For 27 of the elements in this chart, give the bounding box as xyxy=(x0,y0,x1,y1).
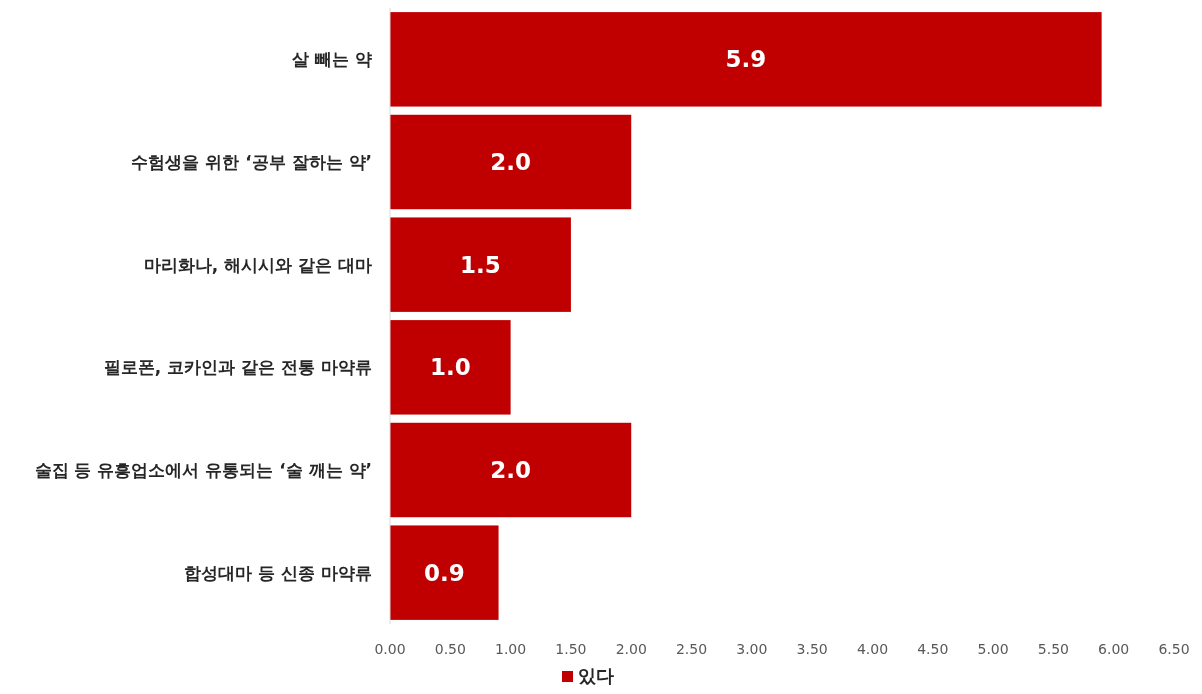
data-label: 2.0 xyxy=(490,149,531,175)
x-tick-label: 1.00 xyxy=(495,641,527,657)
x-tick-label: 3.50 xyxy=(796,641,828,657)
y-tick-label: 마리화나, 해시시와 같은 대마 xyxy=(143,254,372,275)
x-tick-label: 6.00 xyxy=(1098,641,1130,657)
data-label: 5.9 xyxy=(725,46,767,73)
y-tick-label: 필로폰, 코카인과 같은 전통 마약류 xyxy=(103,357,372,378)
x-tick-label: 6.50 xyxy=(1158,641,1190,657)
data-label: 2.0 xyxy=(490,457,531,483)
y-tick-label: 합성대마 등 신종 마약류 xyxy=(184,562,372,583)
x-tick-label: 3.00 xyxy=(736,641,768,657)
x-tick-label: 2.00 xyxy=(615,641,647,657)
x-tick-label: 1.50 xyxy=(555,641,587,657)
x-tick-label: 5.00 xyxy=(977,641,1009,657)
x-tick-label: 4.50 xyxy=(917,641,949,657)
x-tick-label: 4.00 xyxy=(856,641,889,657)
y-tick-label: 살 빼는 약 xyxy=(292,49,372,70)
x-tick-label: 0.50 xyxy=(434,641,466,657)
y-tick-label: 술집 등 유흥업소에서 유통되는 ‘술 깨는 약’ xyxy=(34,460,372,480)
x-tick-label: 0.00 xyxy=(374,641,406,657)
data-label: 1.0 xyxy=(429,354,471,381)
x-tick-label: 5.50 xyxy=(1037,641,1069,657)
x-tick-label: 2.50 xyxy=(675,641,708,657)
y-tick-label: 수험생을 위한 ‘공부 잘하는 약’ xyxy=(131,152,372,172)
data-label: 0.9 xyxy=(423,559,465,586)
data-label: 1.5 xyxy=(460,251,501,278)
legend-label: 있다 xyxy=(578,665,614,686)
